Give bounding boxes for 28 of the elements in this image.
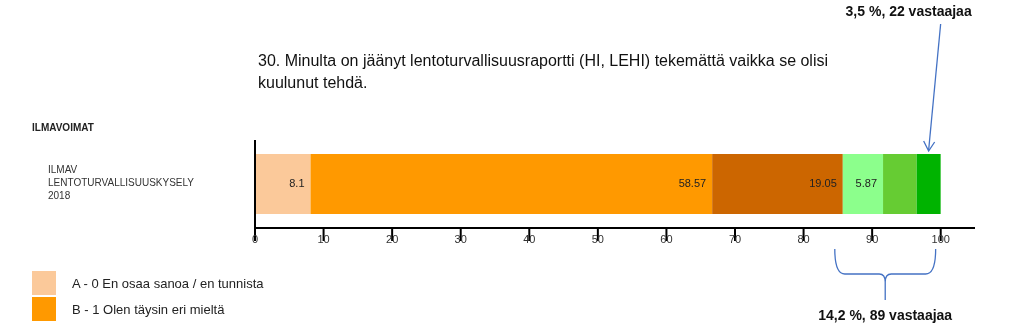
bar [842,154,884,214]
bar [310,154,713,214]
x-tick-label: 100 [931,232,950,245]
x-tick-label: 60 [660,232,673,245]
bar [916,154,941,214]
x-tick-label: 90 [866,232,879,245]
y-tick-label: ILMAV LENTOTURVALLISUUSKYSELY 2018 [48,163,195,201]
text: 3,5 %, 22 vastaajaa [844,3,973,19]
chart-title: 30. Minulta on jäänyt lentoturvallisuusraportti (HI, LEHI) tekemättä vaikka se olisi kuulunut tehdä. [258,51,830,93]
x-tick-label: 50 [591,232,604,245]
x-tick-label: 10 [317,232,330,245]
x-tick-label: 30 [454,232,467,245]
data-label: 8.1 [289,176,305,189]
bar [883,154,917,214]
x-tick-label: 80 [797,232,810,245]
x-tick-label: 0 [251,232,259,245]
x-tick-label: 70 [728,232,742,245]
data-label: 5.87 [855,176,878,189]
text: 14,2 %, 89 vastaajaa [817,307,954,323]
bar [255,154,311,214]
data-label: 19.05 [809,176,837,189]
x-tick-label: 20 [386,232,399,245]
text: ILMAVOIMAT [32,122,94,133]
data-label: 58.57 [678,176,707,189]
bar [712,154,843,214]
legend-label: A - 0 En osaa sanoa / en tunnista [72,275,264,291]
legend-label: B - 1 Olen täysin eri mieltä [72,301,225,317]
x-tick-label: 40 [523,232,536,245]
